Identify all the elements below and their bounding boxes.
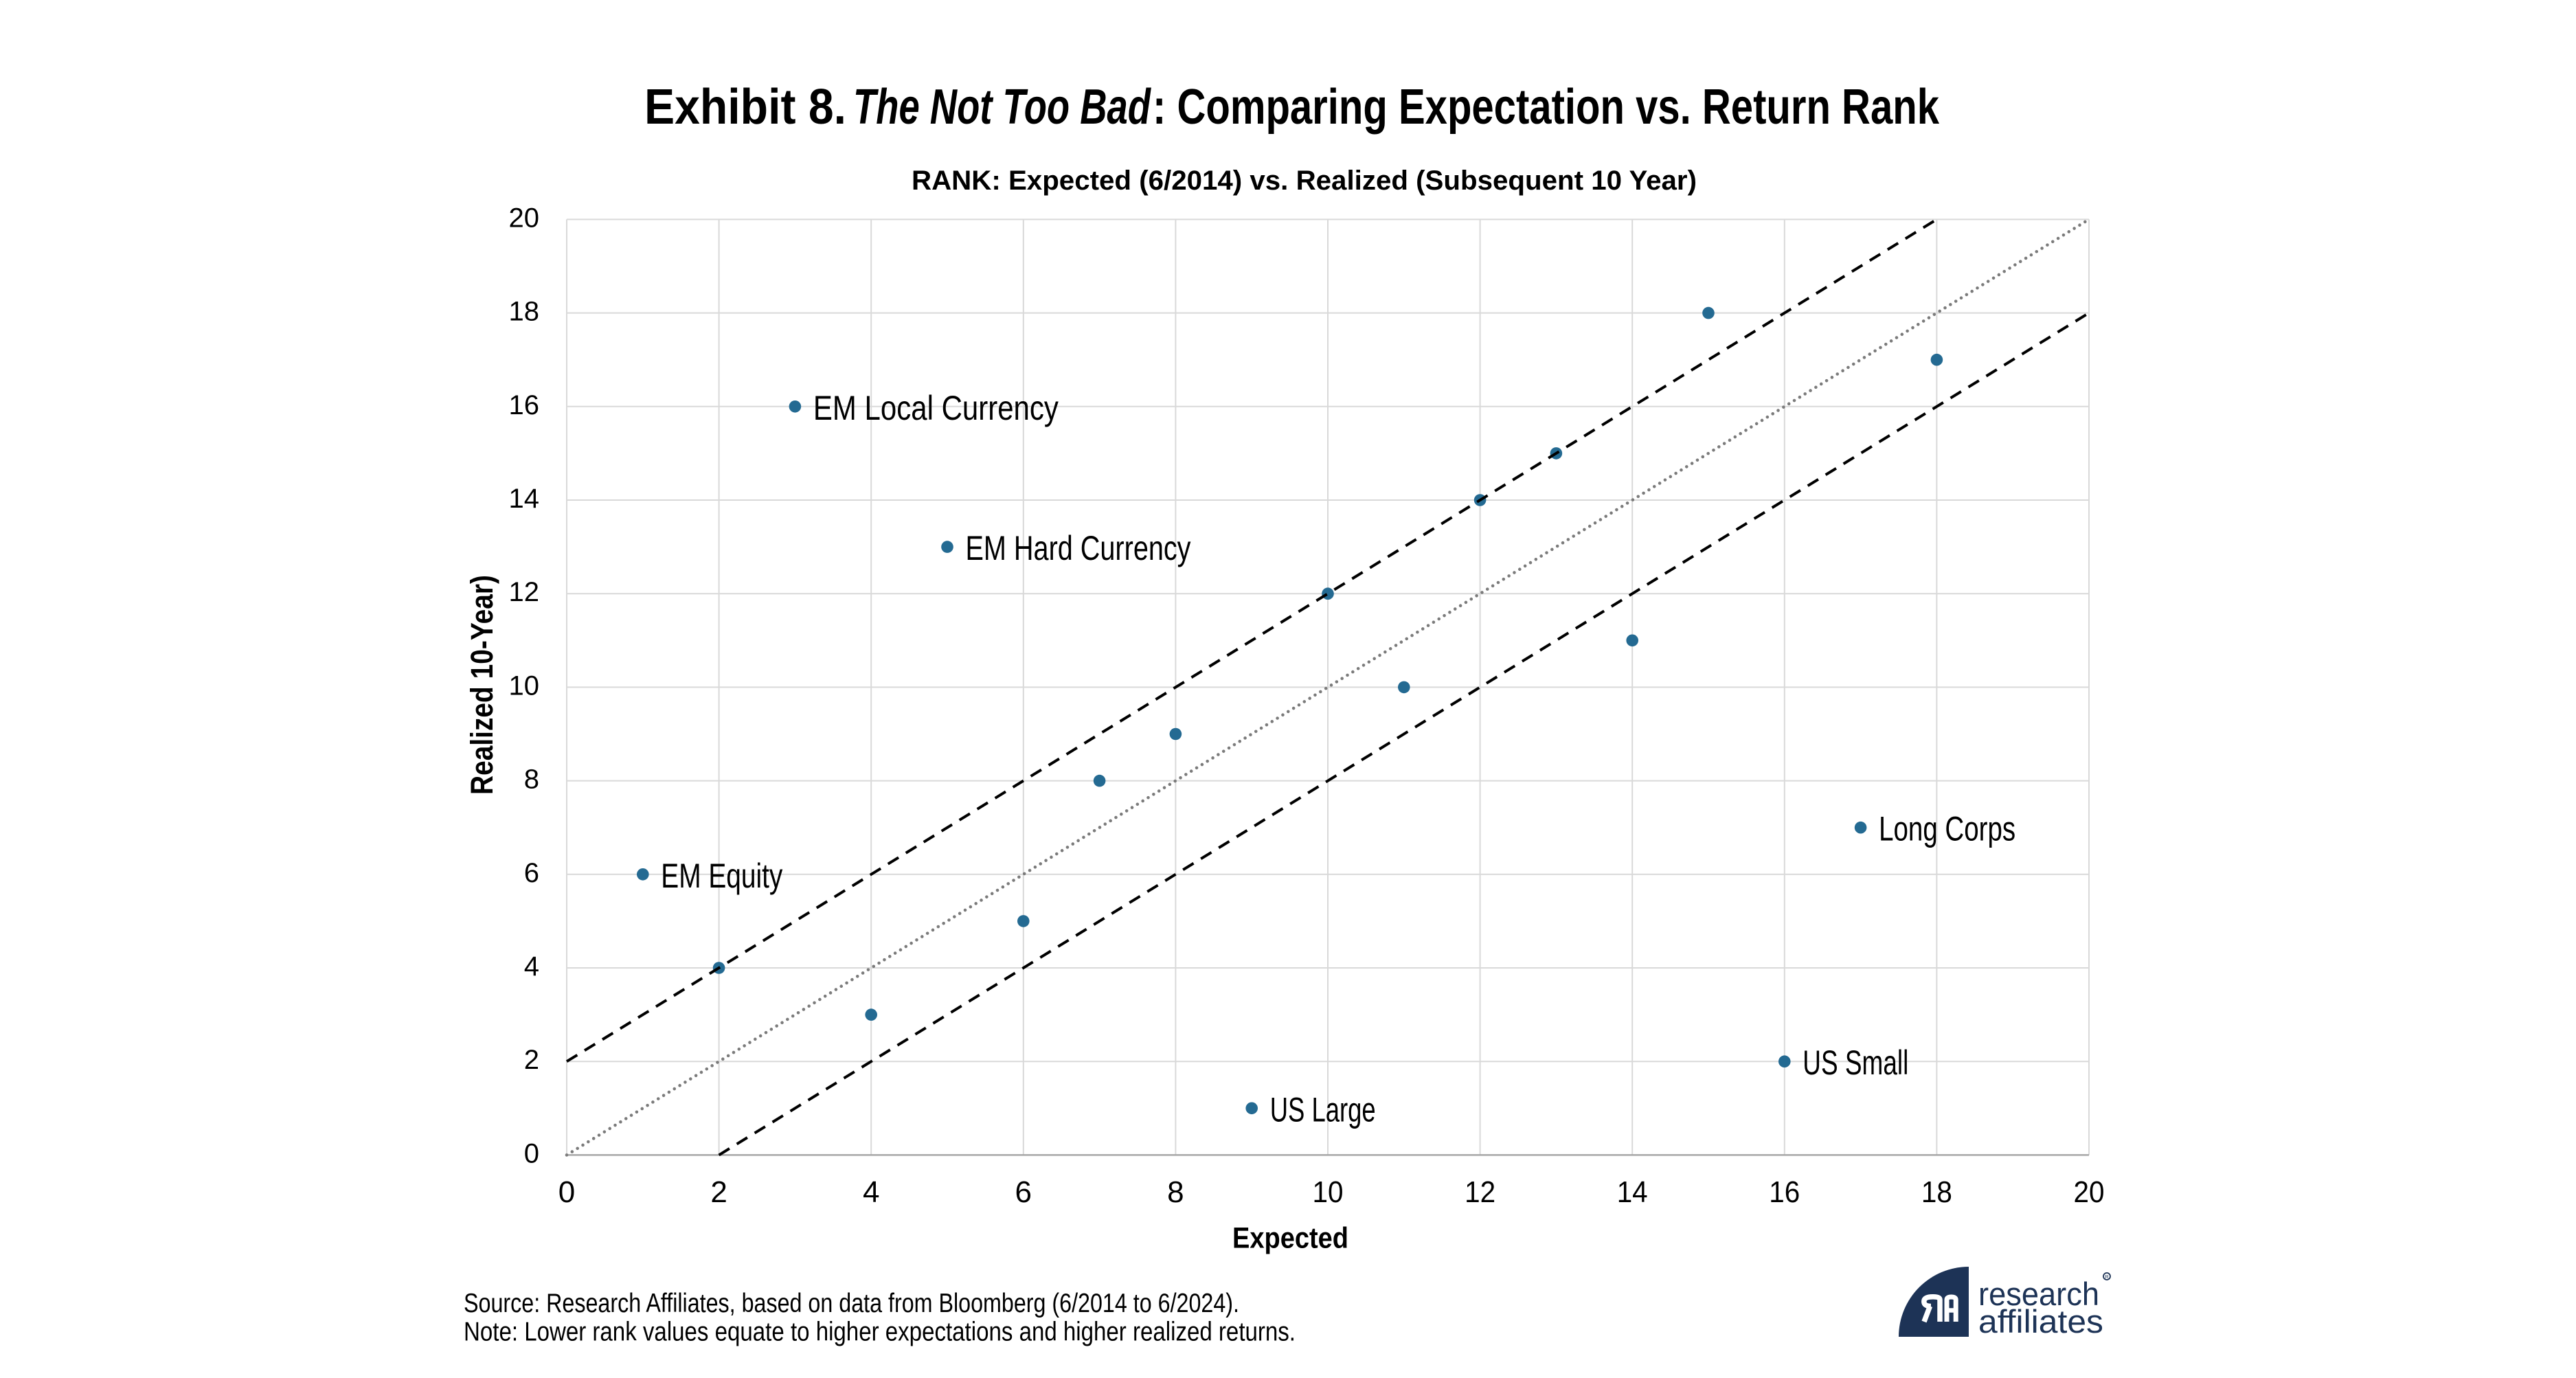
svg-text:0: 0 bbox=[524, 1138, 539, 1168]
svg-text:Exhibit 8.: Exhibit 8. bbox=[644, 80, 846, 135]
svg-text:8: 8 bbox=[524, 765, 539, 795]
svg-text:Long Corps: Long Corps bbox=[1879, 810, 2015, 848]
svg-text:8: 8 bbox=[1167, 1175, 1184, 1209]
svg-text:EM Local Currency: EM Local Currency bbox=[813, 389, 1059, 427]
svg-text:US Small: US Small bbox=[1803, 1043, 1908, 1082]
svg-text:16: 16 bbox=[509, 390, 540, 420]
svg-text:4: 4 bbox=[524, 951, 539, 982]
svg-text:2: 2 bbox=[524, 1045, 539, 1075]
svg-text:RANK: Expected (6/2014) vs. Re: RANK: Expected (6/2014) vs. Realized (Su… bbox=[912, 166, 1697, 196]
svg-text:14: 14 bbox=[509, 484, 540, 514]
svg-text:4: 4 bbox=[863, 1175, 879, 1209]
svg-text:research: research bbox=[1978, 1276, 2099, 1312]
svg-text:10: 10 bbox=[509, 670, 540, 701]
svg-text:Note: Lower rank values equate: Note: Lower rank values equate to higher… bbox=[464, 1318, 1296, 1347]
svg-text:20: 20 bbox=[509, 203, 540, 233]
svg-text:Realized 10-Year): Realized 10-Year) bbox=[464, 575, 499, 795]
svg-text:2: 2 bbox=[710, 1175, 727, 1209]
svg-text:affiliates: affiliates bbox=[1978, 1303, 2103, 1340]
svg-text:0: 0 bbox=[558, 1175, 575, 1209]
svg-text:EM Equity: EM Equity bbox=[661, 857, 782, 895]
svg-text:12: 12 bbox=[509, 577, 540, 607]
svg-text:Source: Research Affiliates, b: Source: Research Affiliates, based on da… bbox=[464, 1289, 1239, 1318]
svg-text:Expected: Expected bbox=[1232, 1222, 1348, 1255]
svg-text:EM Hard Currency: EM Hard Currency bbox=[966, 529, 1191, 567]
svg-text:14: 14 bbox=[1617, 1175, 1648, 1209]
svg-text:6: 6 bbox=[524, 858, 539, 888]
svg-text:US Large: US Large bbox=[1270, 1090, 1376, 1129]
svg-text:16: 16 bbox=[1769, 1175, 1800, 1209]
svg-text:The Not Too Bad: The Not Too Bad bbox=[853, 80, 1152, 135]
svg-text:R: R bbox=[2105, 1274, 2109, 1280]
svg-text:6: 6 bbox=[1015, 1175, 1032, 1209]
svg-text:18: 18 bbox=[1921, 1175, 1952, 1209]
svg-text:20: 20 bbox=[2074, 1175, 2105, 1209]
svg-text:12: 12 bbox=[1465, 1175, 1495, 1209]
svg-text:10: 10 bbox=[1313, 1175, 1344, 1209]
svg-text:: Comparing Expectation vs. Re: : Comparing Expectation vs. Return Rank bbox=[1153, 80, 1940, 135]
svg-text:18: 18 bbox=[509, 297, 540, 327]
